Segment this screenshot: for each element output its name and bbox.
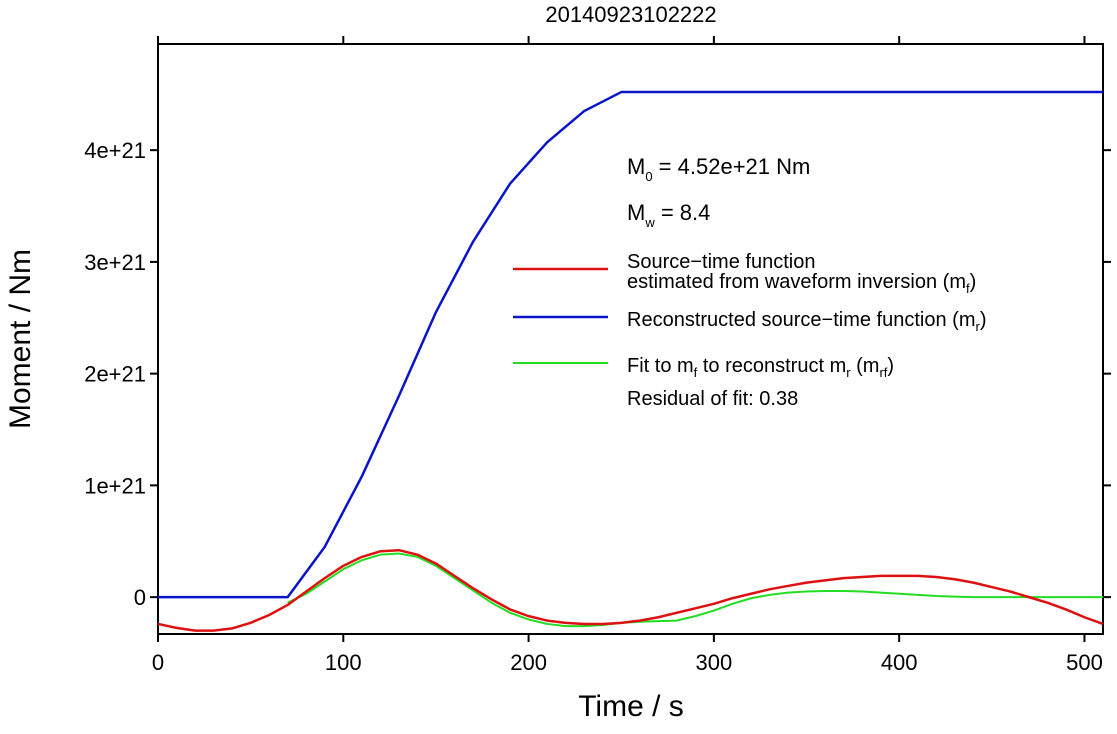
y-tick-label: 3e+21 <box>84 250 146 275</box>
x-tick-label: 200 <box>510 650 547 675</box>
m0-annotation: M0 = 4.52e+21 Nm <box>627 154 810 184</box>
plot-frame <box>157 43 1104 635</box>
y-tick-label: 1e+21 <box>84 473 146 498</box>
series-line-mf <box>157 548 1104 632</box>
y-tick-label: 0 <box>134 585 146 610</box>
legend-mf-line1: Source−time function <box>627 251 815 273</box>
y-tick-label: 4e+21 <box>84 138 146 163</box>
x-tick-label: 400 <box>881 650 918 675</box>
series-line-mrf <box>287 552 1103 628</box>
y-tick-label: 2e+21 <box>84 362 146 387</box>
series-line-mr <box>158 90 1103 599</box>
mw-annotation: Mw = 8.4 <box>627 200 710 230</box>
x-tick-label: 0 <box>152 650 164 675</box>
legend-mrf: Fit to mf to reconstruct mr (mrf) <box>627 355 894 380</box>
legend-mr: Reconstructed source−time function (mr) <box>627 309 987 334</box>
series-group <box>157 90 1104 632</box>
y-axis: 0 1e+21 2e+21 3e+21 4e+21 <box>84 138 1111 610</box>
x-axis: 0 100 200 300 400 500 <box>152 36 1103 675</box>
legend: Source−time function estimated from wave… <box>513 251 987 410</box>
legend-mf-line2: estimated from waveform inversion (mf) <box>627 271 976 296</box>
x-axis-title: Time / s <box>578 690 684 723</box>
residual-annotation: Residual of fit: 0.38 <box>627 388 798 410</box>
chart-title: 20140923102222 <box>545 2 716 27</box>
x-tick-label: 500 <box>1066 650 1103 675</box>
x-tick-label: 100 <box>325 650 362 675</box>
y-axis-title: Moment / Nm <box>4 249 37 429</box>
x-tick-label: 300 <box>696 650 733 675</box>
